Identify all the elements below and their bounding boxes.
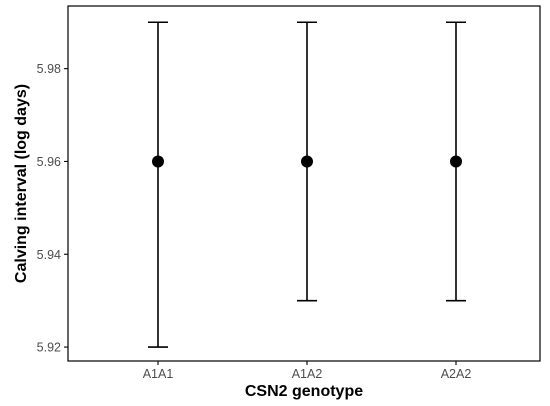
data-point-a1a1 [152,155,164,168]
data-point-a1a2 [301,155,313,168]
plot-marks [148,21,466,348]
y-tick-label: 5.96 [37,155,61,169]
y-tick-label: 5.98 [37,62,61,76]
y-tick-label: 5.94 [37,248,61,262]
data-point-a2a2 [450,155,462,168]
x-tick-label: A1A1 [143,367,174,381]
x-axis: A1A1 A1A2 A2A2 [143,361,472,381]
x-tick-label: A2A2 [441,367,472,381]
x-tick-label: A1A2 [292,367,323,381]
y-axis: 5.92 5.94 5.96 5.98 [37,62,68,355]
plot-panel-border [67,5,541,362]
y-tick-label: 5.92 [37,341,61,355]
x-axis-title: CSN2 genotype [245,383,363,400]
y-axis-title: Calving interval (log days) [13,84,30,283]
